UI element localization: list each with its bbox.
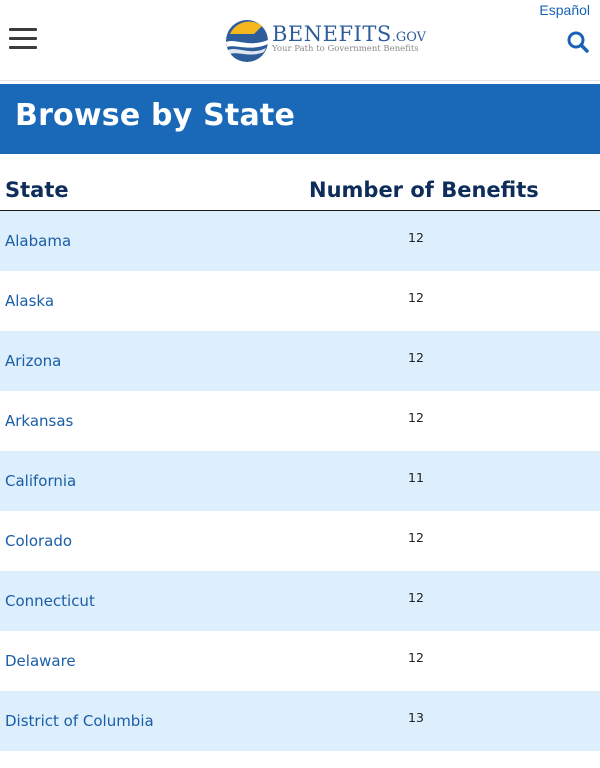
- benefit-count: 12: [408, 290, 424, 305]
- page-banner: Browse by State: [0, 84, 600, 154]
- search-icon[interactable]: [566, 30, 590, 54]
- table-row: Arkansas 12: [0, 391, 600, 451]
- espanol-link[interactable]: Español: [539, 2, 590, 18]
- logo-tagline: Your Path to Government Benefits: [272, 44, 419, 54]
- benefit-count: 11: [408, 470, 424, 485]
- state-link[interactable]: Colorado: [5, 532, 73, 550]
- benefit-count: 12: [408, 590, 424, 605]
- table-row: Colorado 12: [0, 511, 600, 571]
- column-header-count: Number of Benefits: [309, 178, 539, 202]
- table-row: Alabama 12: [0, 211, 600, 271]
- benefit-count: 12: [408, 230, 424, 245]
- table-header: State Number of Benefits: [0, 168, 600, 211]
- benefit-count: 12: [408, 350, 424, 365]
- benefit-count: 12: [408, 530, 424, 545]
- column-header-state: State: [5, 178, 69, 202]
- logo-emblem-icon: [226, 20, 268, 62]
- state-link[interactable]: District of Columbia: [5, 712, 154, 730]
- benefits-table: State Number of Benefits Alabama 12 Alas…: [0, 168, 600, 751]
- logo-tld: .GOV: [391, 30, 427, 45]
- site-header: BENEFITS.GOV Your Path to Government Ben…: [0, 0, 600, 81]
- benefits-gov-logo[interactable]: BENEFITS.GOV Your Path to Government Ben…: [224, 18, 426, 66]
- benefit-count: 13: [408, 710, 424, 725]
- logo-wordmark: BENEFITS: [272, 22, 392, 46]
- state-link[interactable]: Alabama: [5, 232, 72, 250]
- table-row: California 11: [0, 451, 600, 511]
- table-row: Alaska 12: [0, 271, 600, 331]
- benefit-count: 12: [408, 650, 424, 665]
- state-link[interactable]: Arkansas: [5, 412, 74, 430]
- table-row: District of Columbia 13: [0, 691, 600, 751]
- state-link[interactable]: California: [5, 472, 77, 490]
- benefit-count: 12: [408, 410, 424, 425]
- state-link[interactable]: Arizona: [5, 352, 62, 370]
- table-row: Arizona 12: [0, 331, 600, 391]
- state-link[interactable]: Delaware: [5, 652, 76, 670]
- state-link[interactable]: Connecticut: [5, 592, 95, 610]
- table-row: Connecticut 12: [0, 571, 600, 631]
- state-link[interactable]: Alaska: [5, 292, 55, 310]
- table-row: Delaware 12: [0, 631, 600, 691]
- page-title: Browse by State: [15, 98, 295, 133]
- hamburger-menu-icon[interactable]: [9, 28, 37, 50]
